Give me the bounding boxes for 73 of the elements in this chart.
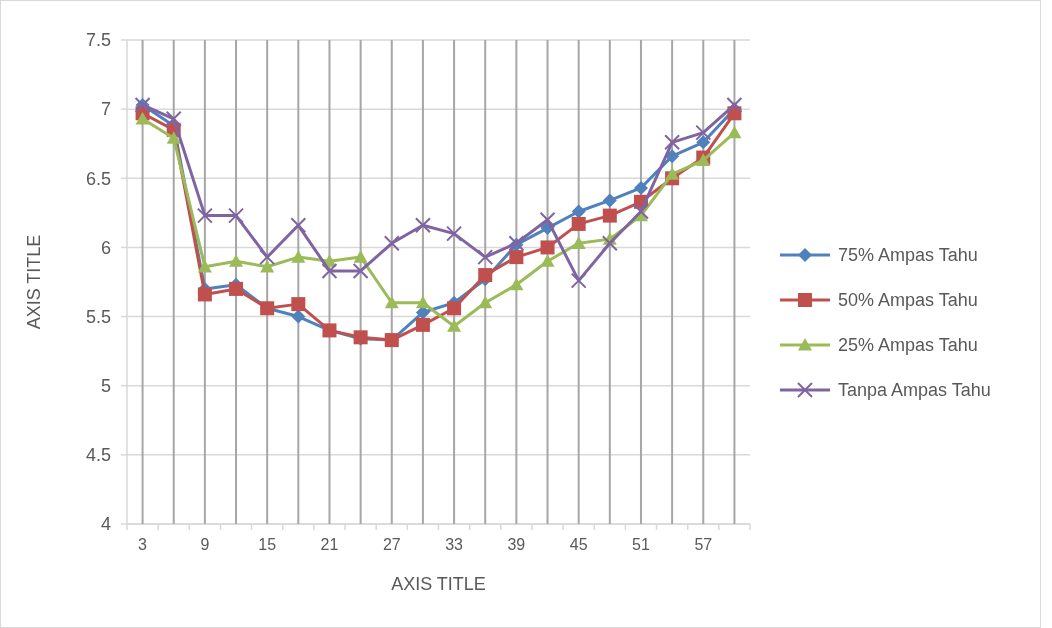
y-tick-label: 5.5 [85, 306, 111, 327]
x-tick-label: 27 [382, 536, 401, 553]
point [290, 217, 307, 234]
point [571, 236, 586, 249]
point [539, 211, 556, 228]
y-axis-title: AXIS TITLE [24, 234, 44, 330]
legend-label: Tanpa Ampas Tahu [838, 380, 991, 401]
point [165, 110, 182, 127]
x-tick-label: 39 [507, 536, 526, 553]
legend-label: 25% Ampas Tahu [838, 335, 978, 356]
point [291, 309, 306, 324]
y-tick-label: 7 [100, 99, 111, 120]
point [196, 207, 213, 224]
point [415, 317, 430, 332]
point [291, 297, 306, 312]
point [166, 131, 181, 144]
x-tick-label: 57 [694, 536, 713, 553]
point [260, 259, 275, 273]
y-tick-label: 4 [100, 514, 111, 535]
point [540, 240, 555, 255]
legend-label: 75% Ampas Tahu [838, 245, 978, 266]
point [352, 262, 369, 279]
y-tick-label: 6.5 [85, 168, 111, 189]
x-tick-label: 51 [632, 536, 650, 553]
point [478, 268, 493, 283]
point [447, 301, 462, 316]
point [321, 262, 338, 279]
point [632, 203, 649, 220]
point [384, 295, 399, 309]
point [509, 277, 524, 291]
point [633, 180, 648, 195]
point [197, 259, 212, 273]
x-tick-label: 9 [200, 536, 210, 553]
y-tick-label: 6 [100, 237, 111, 258]
point [229, 281, 244, 296]
point [259, 249, 276, 266]
point [135, 111, 150, 125]
x-tick-label: 21 [320, 536, 339, 553]
point [228, 207, 245, 224]
point [695, 124, 712, 141]
y-tick-label: 7.5 [85, 30, 111, 51]
y-tick-label: 4.5 [85, 445, 111, 466]
point [601, 235, 618, 252]
point [602, 193, 617, 208]
point [664, 134, 681, 151]
point [478, 295, 493, 309]
x-axis-title: AXIS TITLE [391, 574, 486, 594]
point [383, 235, 400, 252]
point [447, 319, 462, 332]
point [602, 208, 617, 223]
point [571, 216, 586, 231]
legend-label: 50% Ampas Tahu [838, 290, 978, 311]
point [509, 250, 524, 265]
point [696, 135, 711, 150]
point [197, 287, 212, 302]
x-tick-label: 33 [445, 536, 464, 553]
point [229, 254, 244, 267]
point [291, 250, 306, 263]
point [477, 249, 494, 266]
point [570, 272, 587, 289]
y-tick-label: 5 [100, 376, 111, 397]
x-tick-label: 15 [258, 536, 277, 553]
x-tick-label: 3 [138, 536, 148, 553]
point [571, 204, 586, 219]
point [353, 250, 368, 263]
point [446, 225, 463, 242]
point [540, 254, 555, 267]
x-tick-label: 45 [569, 536, 588, 553]
point [665, 167, 680, 180]
point [726, 96, 743, 113]
point [415, 295, 430, 309]
point [414, 217, 431, 234]
point [727, 125, 742, 139]
